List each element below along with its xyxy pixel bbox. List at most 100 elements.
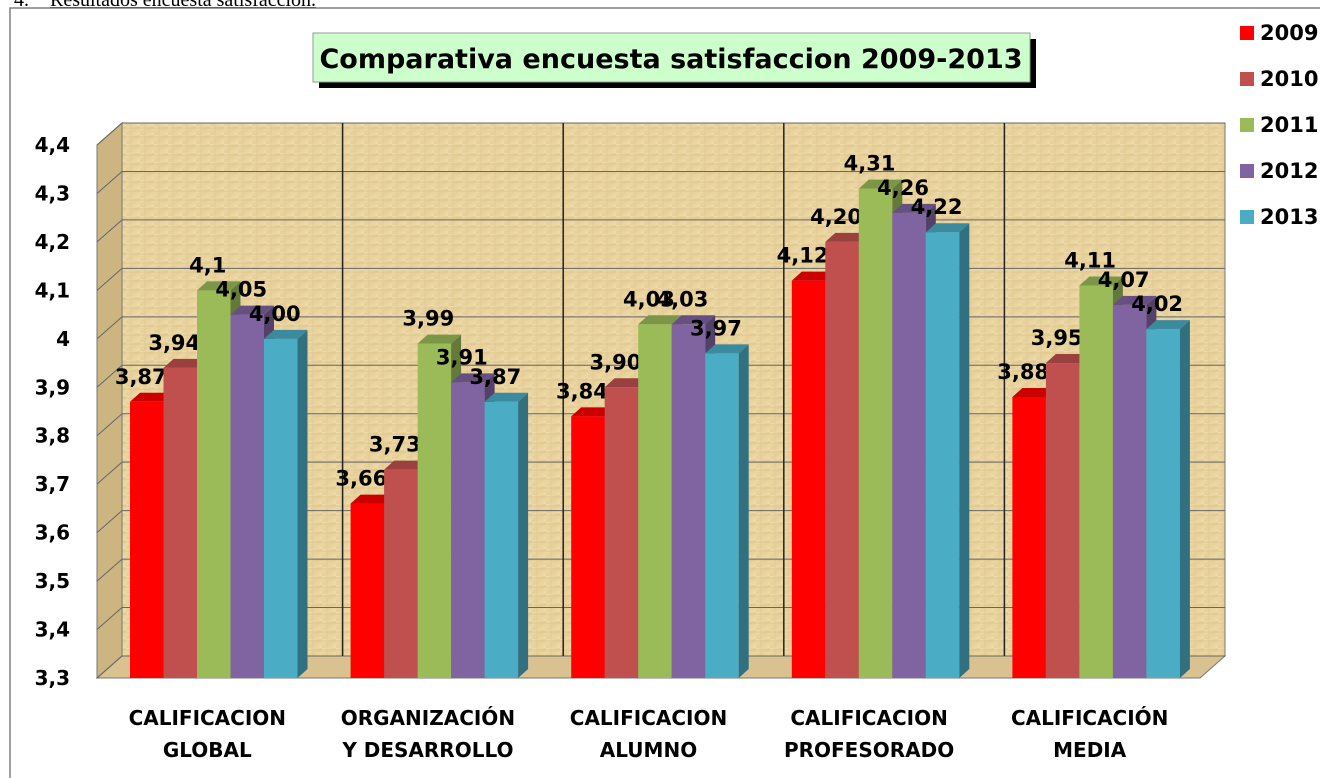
x-tick-label: GLOBAL — [163, 738, 252, 762]
bar — [705, 344, 749, 678]
bar-top — [130, 392, 174, 402]
bar-front — [1079, 285, 1113, 678]
legend-swatch — [1240, 210, 1254, 224]
legend-label: 2011 — [1260, 113, 1318, 137]
bar-top — [825, 232, 869, 242]
grid-line-side — [96, 316, 123, 340]
x-tick-label: CALIFICACIÓN — [1011, 706, 1168, 730]
value-label: 4,03 — [623, 287, 675, 311]
bar-front — [1045, 363, 1080, 678]
y-tick-label: 4 — [56, 327, 70, 351]
bar-front — [484, 401, 519, 678]
value-label: 3,66 — [335, 467, 387, 491]
bar-front — [892, 212, 926, 678]
grid-line-side — [96, 219, 123, 243]
bar-top — [230, 305, 274, 315]
bar-front — [858, 188, 893, 679]
y-tick-label: 4,1 — [35, 278, 70, 302]
legend-label: 2012 — [1260, 159, 1318, 183]
value-label: 4,05 — [215, 278, 267, 302]
bar-top — [1112, 295, 1157, 305]
bar-front — [638, 324, 672, 678]
x-tick-label: CALIFICACION — [129, 706, 286, 730]
bar-front — [451, 382, 485, 678]
bar-front — [705, 353, 739, 678]
value-label: 3,87 — [115, 365, 167, 389]
value-label: 3,97 — [690, 316, 742, 340]
value-label: 3,91 — [436, 345, 488, 369]
side-wall — [96, 121, 123, 680]
bar-front — [604, 387, 639, 678]
value-label: 4,00 — [249, 302, 301, 326]
grid-line-side — [96, 267, 123, 291]
bar-front — [791, 280, 826, 678]
grid-line-side — [96, 607, 123, 630]
bar-top — [671, 315, 716, 325]
bar-front — [1146, 329, 1180, 678]
x-tick-label: ORGANIZACIÓN — [341, 706, 515, 730]
bar-side — [738, 344, 749, 678]
plot-area: 3,33,43,53,63,73,83,944,14,24,34,4CALIFI… — [35, 121, 1227, 762]
value-label: 4,20 — [810, 205, 862, 229]
header-text: Resultados encuesta satisfacción. — [50, 0, 316, 11]
bar-top — [1146, 320, 1190, 330]
bar-top — [417, 334, 462, 344]
bar-front — [130, 401, 164, 678]
value-label: 4,1 — [189, 253, 226, 277]
value-label: 4,26 — [877, 176, 929, 200]
legend-swatch — [1240, 72, 1254, 86]
value-label: 3,94 — [148, 331, 200, 355]
legend-label: 2010 — [1260, 67, 1318, 91]
grid-line-side — [96, 461, 123, 485]
bar — [484, 392, 529, 678]
y-tick-label: 3,7 — [35, 472, 70, 496]
bar-top — [484, 392, 529, 402]
grid-line-side — [96, 122, 123, 146]
y-tick-label: 3,4 — [35, 618, 70, 642]
bar — [925, 223, 970, 678]
bar-front — [1112, 304, 1147, 678]
x-tick-label: PROFESORADO — [784, 738, 954, 762]
bar-top — [1079, 276, 1123, 286]
grid-line-side — [96, 510, 123, 534]
y-tick-label: 3,9 — [35, 375, 70, 399]
bar — [264, 329, 308, 678]
bar-front — [163, 367, 197, 678]
bar-top — [197, 281, 241, 291]
value-label: 3,99 — [402, 307, 454, 331]
value-label: 4,11 — [1064, 249, 1116, 273]
bar-front — [197, 290, 231, 678]
value-label: 3,87 — [469, 365, 521, 389]
y-tick-label: 4,2 — [35, 230, 70, 254]
bar-front — [825, 241, 859, 678]
y-tick-label: 4,3 — [35, 181, 70, 205]
value-label: 4,03 — [657, 287, 709, 311]
value-label: 3,95 — [1031, 326, 1083, 350]
bar-top — [451, 373, 495, 383]
y-tick-label: 3,6 — [35, 521, 70, 545]
grid-line-side — [96, 655, 123, 679]
grid-line-side — [96, 364, 123, 388]
y-tick-label: 3,3 — [35, 666, 70, 690]
bar-top — [604, 378, 649, 388]
bar-top — [925, 223, 970, 233]
y-tick-label: 4,4 — [35, 133, 70, 157]
bar-front — [384, 469, 418, 678]
value-label: 4,22 — [911, 195, 963, 219]
value-label: 4,31 — [844, 152, 896, 176]
value-label: 3,90 — [590, 350, 642, 374]
x-tick-label: MEDIA — [1053, 738, 1127, 762]
value-label: 4,02 — [1131, 292, 1183, 316]
bar-top — [892, 203, 936, 213]
bar-top — [350, 494, 395, 504]
bar-front — [350, 503, 385, 678]
value-label: 3,84 — [556, 379, 608, 403]
legend-swatch — [1240, 164, 1254, 178]
value-label: 4,12 — [777, 244, 829, 268]
bar-top — [264, 329, 308, 339]
bar-front — [230, 314, 264, 678]
value-label: 3,73 — [369, 433, 421, 457]
bar-side — [1179, 320, 1190, 678]
bar-top — [163, 358, 207, 368]
